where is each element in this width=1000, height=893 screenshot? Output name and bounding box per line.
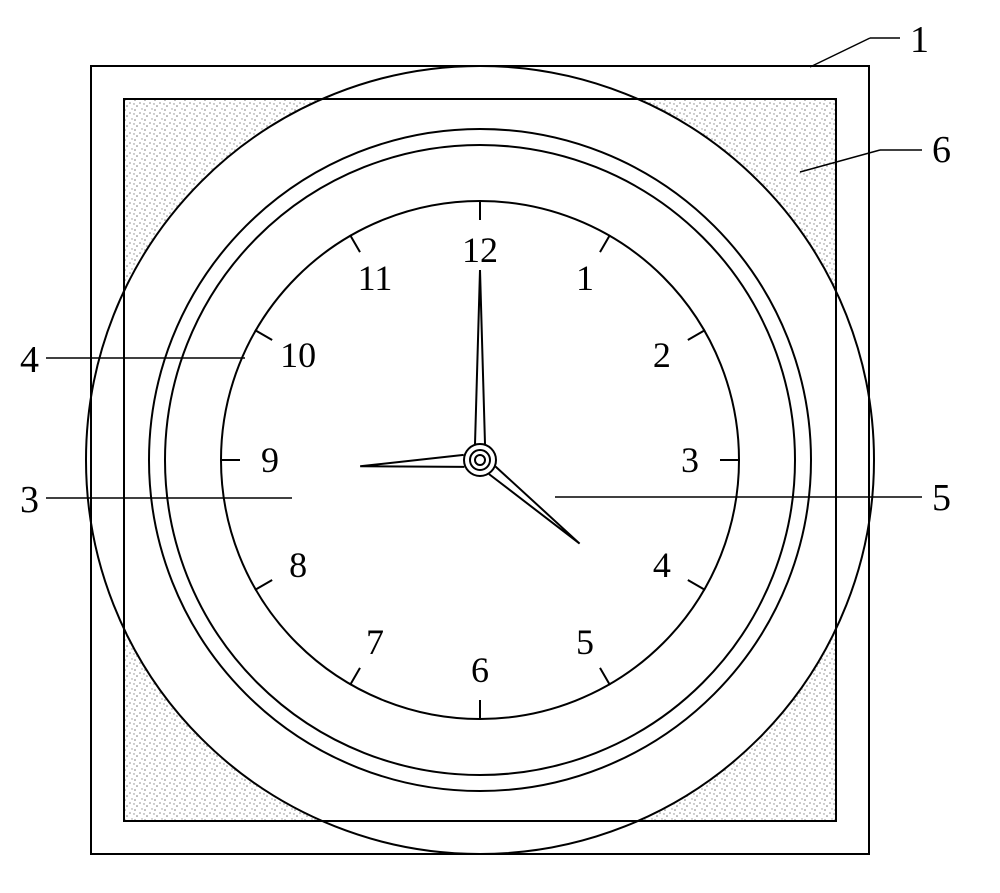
svg-text:11: 11 [358,258,393,298]
callout-label-1: 1 [910,18,929,62]
callout-label-4: 4 [20,338,39,382]
svg-text:5: 5 [576,622,594,662]
clock-face-group: 121234567891011 [85,65,875,855]
svg-text:3: 3 [681,440,699,480]
svg-text:8: 8 [289,545,307,585]
callout-label-3: 3 [20,478,39,522]
clock-diagram: 121234567891011 [90,65,870,855]
svg-text:2: 2 [653,335,671,375]
ticks-and-numbers: 121234567891011 [85,65,875,855]
callout-label-5: 5 [932,476,951,520]
svg-text:6: 6 [471,650,489,690]
svg-text:10: 10 [280,335,316,375]
svg-text:4: 4 [653,545,671,585]
svg-text:1: 1 [576,258,594,298]
svg-text:7: 7 [366,622,384,662]
svg-text:9: 9 [261,440,279,480]
callout-label-6: 6 [932,128,951,172]
svg-text:12: 12 [462,230,498,270]
